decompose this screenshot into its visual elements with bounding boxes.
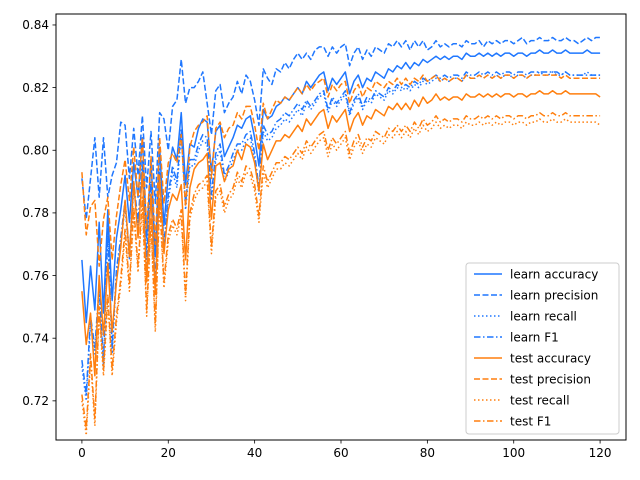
x-tick-label: 80 <box>420 446 435 460</box>
x-tick-label: 100 <box>502 446 525 460</box>
series-line-test-recall <box>81 118 601 437</box>
series-line-test-precision <box>81 74 601 267</box>
series-line-learn-precision <box>81 36 601 220</box>
x-axis: 0 20 40 60 80 100 120 <box>78 440 612 460</box>
legend-label: learn accuracy <box>510 267 598 281</box>
x-tick-label: 60 <box>333 446 348 460</box>
x-tick-label: 20 <box>161 446 176 460</box>
y-tick-label: 0.80 <box>22 143 49 157</box>
legend-label: learn recall <box>510 309 577 323</box>
y-tick-label: 0.72 <box>22 394 49 408</box>
series-line-test-F1 <box>81 111 601 430</box>
series-line-test-accuracy <box>81 89 601 377</box>
x-tick-label: 40 <box>247 446 262 460</box>
y-tick-label: 0.84 <box>22 18 49 32</box>
y-axis: 0.72 0.74 0.76 0.78 0.80 0.82 0.84 <box>22 18 56 408</box>
legend-label: test F1 <box>510 414 551 428</box>
series-layer <box>81 36 601 437</box>
legend-box <box>465 262 620 435</box>
legend-label: test recall <box>510 393 570 407</box>
legend: learn accuracy learn precision learn recal… <box>465 262 620 435</box>
legend-label: learn precision <box>510 288 598 302</box>
y-tick-label: 0.78 <box>22 206 49 220</box>
series-line-learn-F1 <box>81 71 601 396</box>
legend-label: learn F1 <box>510 330 559 344</box>
y-tick-label: 0.76 <box>22 269 49 283</box>
legend-label: test accuracy <box>510 351 591 365</box>
legend-label: test precision <box>510 372 591 386</box>
y-tick-label: 0.74 <box>22 331 49 345</box>
series-line-learn-accuracy <box>81 49 601 324</box>
x-tick-label: 0 <box>78 446 86 460</box>
x-tick-label: 120 <box>589 446 612 460</box>
y-tick-label: 0.82 <box>22 81 49 95</box>
